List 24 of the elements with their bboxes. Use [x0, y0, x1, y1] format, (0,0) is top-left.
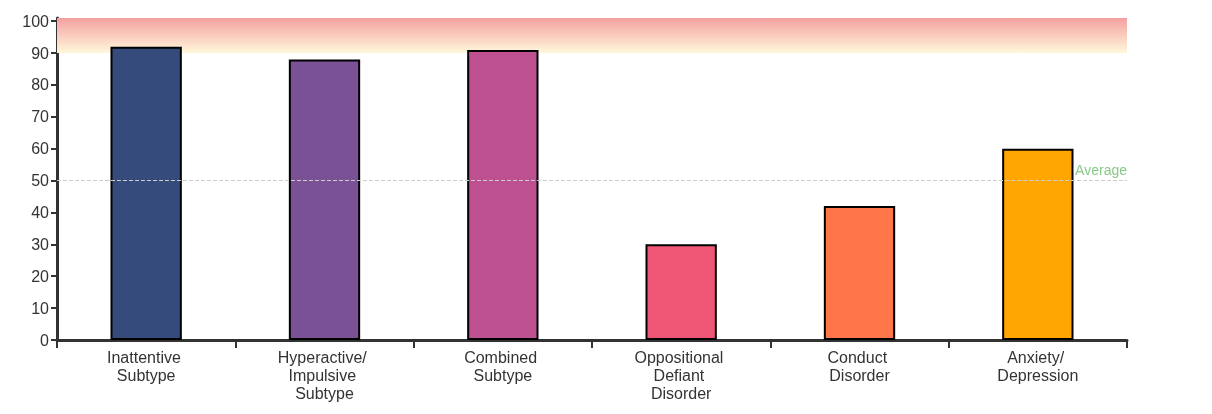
- y-tick-label: 70: [31, 108, 50, 126]
- x-tick-label: Conduct Disorder: [827, 348, 892, 384]
- y-tick-label: 10: [31, 299, 50, 317]
- ref-line-label: Average: [1075, 161, 1128, 178]
- bar: [823, 206, 896, 340]
- y-tick-label: 50: [31, 172, 50, 190]
- x-tick-label: Hyperactive/ Impulsive Subtype: [277, 348, 372, 402]
- x-tick-label: Oppositional Defiant Disorder: [634, 348, 728, 402]
- bar: [110, 46, 182, 340]
- bar: [1002, 148, 1074, 340]
- bar: [467, 49, 539, 340]
- y-tick-label: 20: [31, 267, 50, 285]
- y-tick-label: 100: [22, 12, 50, 30]
- y-tick-label: 80: [31, 76, 50, 94]
- x-tick-label: Combined Subtype: [464, 348, 542, 384]
- y-tick-label: 30: [31, 235, 50, 253]
- y-tick-label: 90: [31, 44, 50, 62]
- y-tick-label: 0: [40, 331, 50, 349]
- x-tick-label: Inattentive Subtype: [107, 348, 186, 384]
- x-tick-label: Anxiety/ Depression: [997, 348, 1079, 384]
- bar: [288, 59, 361, 340]
- y-tick-label: 40: [31, 203, 50, 221]
- bar: [645, 244, 717, 340]
- y-tick-label: 60: [31, 140, 50, 158]
